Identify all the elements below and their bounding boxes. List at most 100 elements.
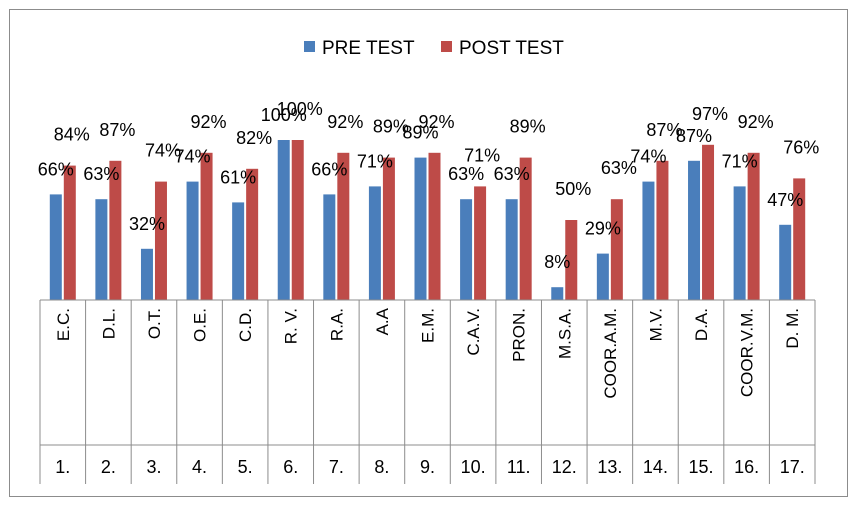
category-label: C.D. [236,308,255,342]
data-label-pre-test: 71% [357,151,393,171]
data-label-post-test: 84% [54,125,90,145]
data-label-post-test: 87% [99,120,135,140]
data-label-post-test: 76% [783,137,819,157]
bar-pre-test [505,199,518,300]
data-label-post-test: 87% [646,120,682,140]
legend: PRE TEST POST TEST [304,38,564,59]
category-label: E.M. [419,308,438,343]
bar-pre-test [186,181,199,300]
data-label-post-test: 89% [510,117,546,137]
data-label-pre-test: 63% [448,164,484,184]
data-label-post-test: 89% [373,117,409,137]
data-label-post-test: 97% [692,104,728,124]
data-label-post-test: 100% [277,99,323,119]
data-label-group: 66%84%63%87%32%74%74%92%61%82%100%100%66… [38,99,819,272]
category-index: 17. [780,457,805,477]
data-label-pre-test: 63% [494,164,530,184]
bar-post-test [656,160,669,300]
bar-pre-test [733,186,746,300]
data-label-post-test: 92% [327,112,363,132]
category-index: 10. [461,457,486,477]
bar-post-test [246,168,259,300]
bar-pre-test [49,194,62,300]
category-label: COOR.A.M. [601,308,620,399]
category-index: 14. [643,457,668,477]
category-index: 8. [374,457,389,477]
bar-pre-test [140,248,153,300]
bar-post-test [382,157,395,300]
data-label-pre-test: 74% [175,147,211,167]
bar-pre-test [414,157,427,300]
bar-pre-test [551,287,564,300]
data-label-post-test: 50% [555,179,591,199]
category-index: 7. [329,457,344,477]
category-label: R. V. [282,308,301,344]
category-index: 9. [420,457,435,477]
category-label: A.A [373,307,392,335]
category-label: R.A. [327,308,346,341]
bar-pre-test [642,181,655,300]
bar-pre-test [596,253,609,300]
data-label-post-test: 71% [464,145,500,165]
bar-post-test [109,160,122,300]
bar-pre-test [232,202,245,300]
bar-post-test [747,152,760,300]
category-index: 13. [597,457,622,477]
data-label-pre-test: 47% [767,190,803,210]
data-label-pre-test: 66% [311,159,347,179]
category-table: E.C. 1. D.L. 2. O.T. 3. O.E. 4. C.D. 5. R. V. 6. R.A… [39,299,816,484]
bar-post-test [154,181,167,300]
bar-pre-test [95,199,108,300]
category-index: 2. [101,457,116,477]
category-index: 5. [238,457,253,477]
category-index: 11. [507,457,531,477]
bar-group [49,140,806,300]
bar-post-test [610,199,623,300]
data-label-post-test: 63% [601,158,637,178]
bar-post-test [702,144,715,300]
category-index: 15. [689,457,714,477]
bar-post-test [291,140,304,300]
data-label-post-test: 92% [418,112,454,132]
bar-post-test [337,152,350,300]
bar-pre-test [368,186,381,300]
data-label-pre-test: 100% [261,105,307,125]
bar-pre-test [277,140,290,300]
data-label-pre-test: 29% [585,219,621,239]
category-index: 4. [192,457,207,477]
category-index: 1. [55,457,70,477]
bar-post-test [519,157,532,300]
bar-pre-test [460,199,473,300]
bar-post-test [428,152,441,300]
category-label: C.A.V. [464,308,483,356]
category-index: 16. [734,457,759,477]
category-label: D. M. [783,308,802,349]
legend-label-pre-test: PRE TEST [322,38,415,59]
category-label: M.V. [646,308,665,341]
data-label-pre-test: 8% [544,252,570,272]
data-label-post-test: 92% [191,112,227,132]
data-label-post-test: 92% [738,112,774,132]
category-label: E.C. [54,308,73,341]
category-label: D.L. [99,308,118,339]
category-label: O.E. [191,308,210,342]
data-label-post-test: 82% [236,128,272,148]
category-index: 3. [146,457,161,477]
bar-post-test [63,165,76,300]
data-label-pre-test: 32% [129,214,165,234]
category-label: COOR.V.M. [738,308,757,397]
data-label-post-test: 74% [145,141,181,161]
bar-post-test [200,152,213,300]
bar-pre-test [688,160,701,300]
category-index: 12. [552,457,577,477]
bar-post-test [793,178,806,300]
data-label-pre-test: 87% [676,126,712,146]
category-label: M.S.A. [555,308,574,359]
data-label-pre-test: 74% [630,147,666,167]
data-label-pre-test: 63% [83,164,119,184]
legend-swatch-pre-test [304,41,315,52]
bar-post-test [565,220,578,300]
bar-pre-test [323,194,336,300]
